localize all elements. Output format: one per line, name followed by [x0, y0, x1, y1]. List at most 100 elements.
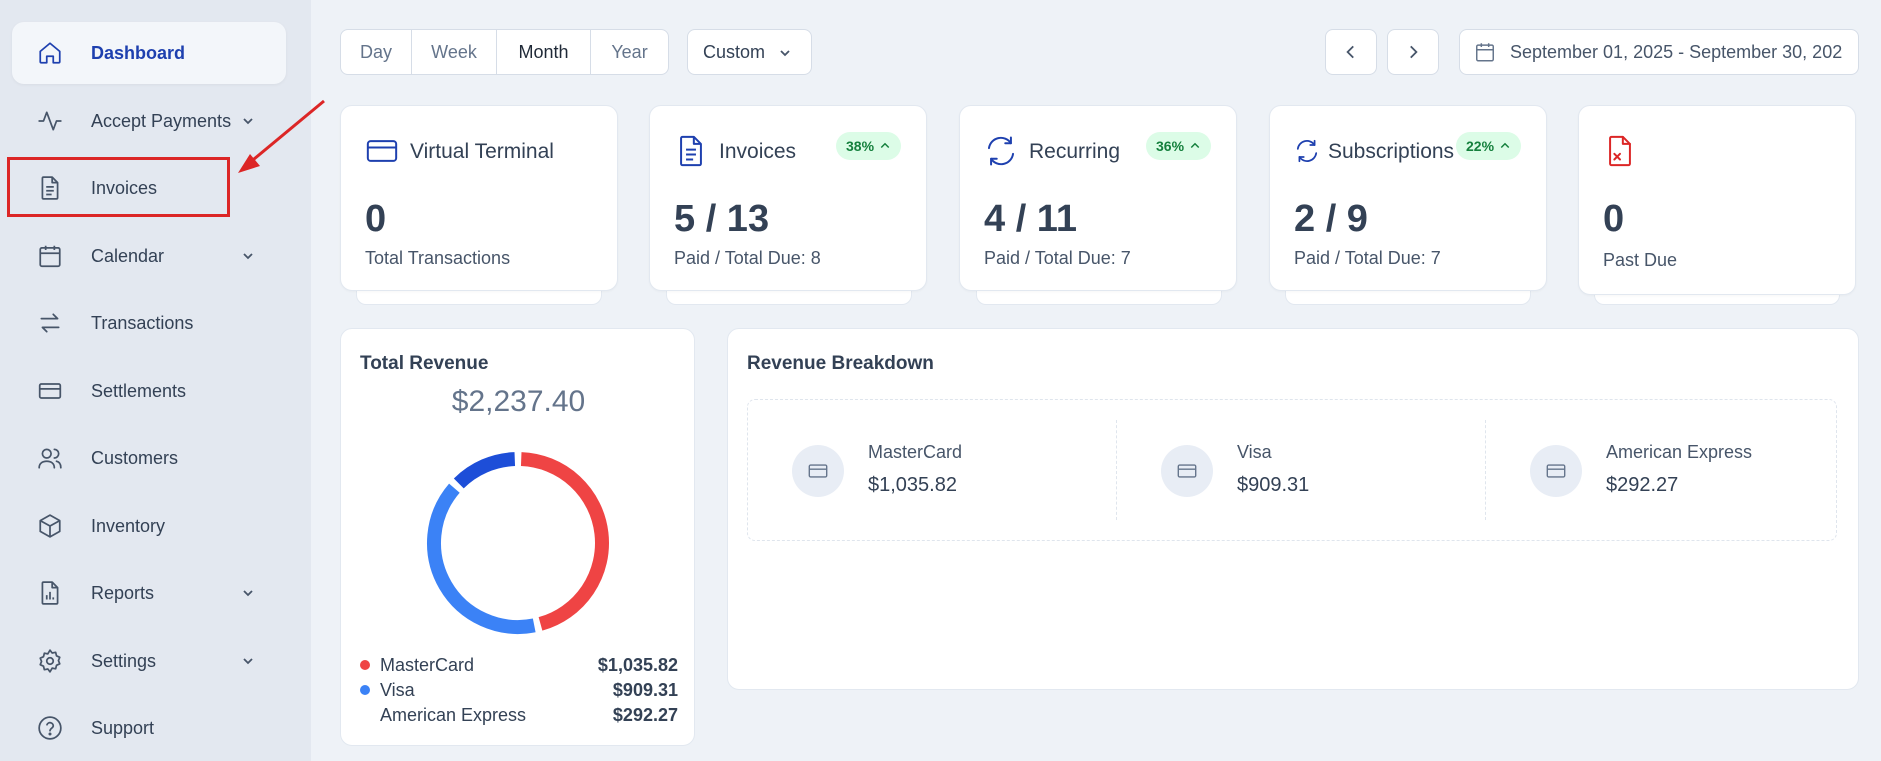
card-past-due[interactable]: 0 Past Due: [1578, 105, 1856, 295]
next-period-button[interactable]: [1387, 29, 1439, 75]
sidebar-item-label: Customers: [91, 447, 179, 468]
sidebar-item-settlements[interactable]: Settlements: [12, 360, 286, 422]
legend-name: MasterCard: [380, 655, 475, 675]
sidebar: Dashboard Accept Payments Invoices Calen…: [0, 0, 311, 761]
sidebar-item-label: Inventory: [91, 515, 166, 536]
card-subtitle: Paid / Total Due: 8: [674, 248, 821, 268]
sidebar-item-label: Support: [91, 717, 155, 738]
credit-card-icon: [1161, 445, 1213, 497]
badge-text: 36%: [1156, 138, 1185, 154]
chevron-right-icon: [1410, 45, 1418, 59]
sidebar-item-label: Settings: [91, 650, 157, 671]
help-circle-icon: [36, 714, 64, 742]
sidebar-item-label: Transactions: [91, 312, 194, 333]
legend-value: $909.31: [612, 680, 678, 700]
report-icon: [36, 579, 64, 607]
card-value: 0: [1603, 198, 1625, 240]
legend-item-mastercard: MasterCard $1,035.82: [360, 653, 678, 677]
sidebar-item-support[interactable]: Support: [12, 697, 286, 759]
donut-segment: [427, 483, 536, 634]
card-virtual-terminal[interactable]: Virtual Terminal 0 Total Transactions: [340, 105, 618, 291]
total-revenue-title: Total Revenue: [360, 353, 489, 374]
sidebar-item-label: Dashboard: [91, 42, 186, 63]
card-subtitle: Paid / Total Due: 7: [984, 248, 1131, 268]
sidebar-item-transactions[interactable]: Transactions: [12, 292, 286, 354]
file-text-icon: [680, 135, 702, 167]
percent-badge: 22%: [1456, 132, 1522, 160]
sidebar-item-label: Calendar: [91, 245, 165, 266]
legend-item-amex: American Express $292.27: [360, 703, 678, 727]
breakdown-name: Visa: [1237, 442, 1272, 462]
breakdown-list: MasterCard $1,035.82 Visa $909.31 Americ…: [747, 399, 1837, 541]
badge-text: 22%: [1466, 138, 1495, 154]
sidebar-item-label: Accept Payments: [91, 110, 232, 131]
breakdown-name: American Express: [1606, 442, 1753, 462]
sidebar-item-customers[interactable]: Customers: [12, 427, 286, 489]
sidebar-item-label: Reports: [91, 582, 155, 603]
custom-range-dropdown[interactable]: Custom: [687, 29, 812, 75]
sidebar-item-dashboard[interactable]: Dashboard: [12, 22, 286, 84]
donut-segment: [453, 452, 516, 489]
box-icon: [36, 512, 64, 540]
chevron-left-icon: [1346, 45, 1354, 59]
legend-dot: [360, 660, 370, 670]
home-icon: [36, 39, 64, 67]
breakdown-value: $292.27: [1606, 474, 1679, 496]
sidebar-item-settings[interactable]: Settings: [12, 630, 286, 692]
period-day[interactable]: Day: [341, 30, 412, 74]
date-range-picker[interactable]: September 01, 2025 - September 30, 202: [1459, 29, 1859, 75]
card-title: Invoices: [719, 140, 797, 163]
users-icon: [36, 444, 64, 472]
breakdown-item-mastercard: MasterCard $1,035.82: [748, 420, 1117, 520]
legend-value: $1,035.82: [597, 655, 678, 675]
revenue-breakdown-card: Revenue Breakdown MasterCard $1,035.82 V…: [727, 328, 1859, 690]
annotation-arrow: [238, 99, 325, 173]
sidebar-item-accept-payments[interactable]: Accept Payments: [12, 90, 286, 152]
sidebar-item-reports[interactable]: Reports: [12, 562, 286, 624]
date-range-text: September 01, 2025 - September 30, 202: [1510, 41, 1843, 62]
sidebar-item-label: Settlements: [91, 380, 187, 401]
chevron-up-icon: [1190, 142, 1200, 149]
period-week[interactable]: Week: [412, 30, 497, 74]
card-subscriptions[interactable]: Subscriptions 22% 2 / 9 Paid / Total Due…: [1269, 105, 1547, 291]
card-invoices[interactable]: Invoices 38% 5 / 13 Paid / Total Due: 8: [649, 105, 927, 291]
period-year[interactable]: Year: [611, 41, 648, 62]
sidebar-item-invoices[interactable]: Invoices: [12, 157, 286, 219]
period-month[interactable]: Month: [497, 30, 591, 74]
card-value: 4 / 11: [984, 198, 1077, 240]
refresh-icon: [1296, 139, 1318, 163]
legend-dot: [360, 685, 370, 695]
credit-card-icon: [366, 140, 398, 162]
gear-icon: [36, 647, 64, 675]
card-title: Recurring: [1029, 140, 1121, 163]
sidebar-item-calendar[interactable]: Calendar: [12, 225, 286, 287]
credit-card-icon: [36, 377, 64, 405]
credit-card-icon: [1530, 445, 1582, 497]
chevron-down-icon: [243, 590, 253, 597]
breakdown-name: MasterCard: [868, 442, 963, 462]
prev-period-button[interactable]: [1325, 29, 1377, 75]
card-recurring[interactable]: Recurring 36% 4 / 11 Paid / Total Due: 7: [959, 105, 1237, 291]
file-text-icon: [36, 174, 64, 202]
file-x-icon: [1609, 135, 1631, 167]
refresh-icon: [987, 136, 1015, 166]
card-title: Subscriptions: [1328, 140, 1455, 163]
card-value: 0: [365, 198, 387, 240]
total-revenue-amount: $2,237.40: [451, 385, 586, 418]
chevron-up-icon: [880, 142, 890, 149]
percent-badge: 36%: [1146, 132, 1212, 160]
total-revenue-card: Total Revenue $2,237.40 MasterCard $1,03…: [340, 328, 695, 746]
custom-range-label: Custom: [703, 41, 766, 62]
chevron-up-icon: [1500, 142, 1510, 149]
chevron-down-icon: [780, 50, 790, 57]
arrows-swap-icon: [36, 309, 64, 337]
invoices-highlight-box: [7, 157, 230, 217]
breakdown-item-visa: Visa $909.31: [1116, 420, 1485, 520]
activity-icon: [36, 107, 64, 135]
card-title: Virtual Terminal: [410, 140, 554, 163]
card-subtitle: Paid / Total Due: 7: [1294, 248, 1441, 268]
card-subtitle: Past Due: [1603, 250, 1678, 270]
chevron-down-icon: [243, 658, 253, 665]
credit-card-icon: [792, 445, 844, 497]
sidebar-item-inventory[interactable]: Inventory: [12, 495, 286, 557]
